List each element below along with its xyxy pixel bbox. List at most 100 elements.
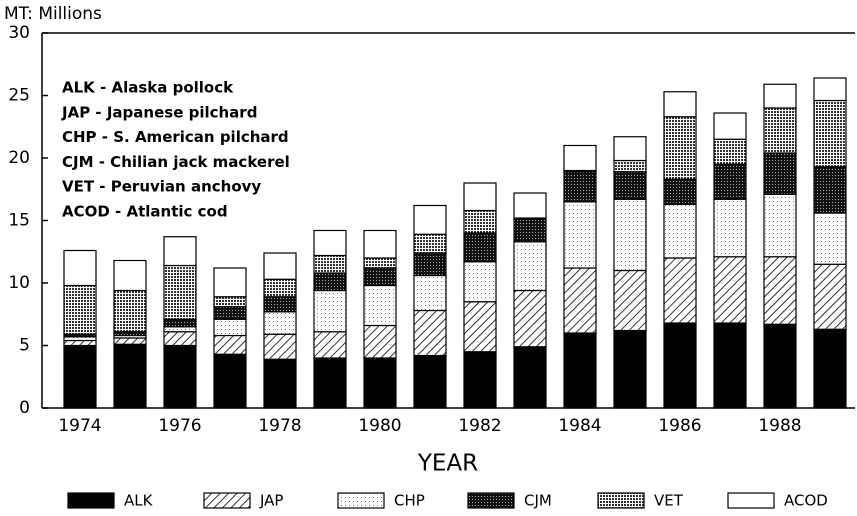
bar-segment	[813, 212, 847, 265]
bar-segment	[613, 329, 647, 409]
x-tick-label: 1988	[758, 416, 801, 436]
x-tick-label: 1974	[58, 416, 101, 436]
bar-segment	[213, 318, 247, 337]
bar-segment	[463, 261, 497, 303]
y-tick-label: 20	[8, 148, 30, 168]
bar-segment	[213, 296, 247, 308]
annotation: CJM - Chilian jack mackerel	[62, 153, 290, 171]
bar-segment	[413, 354, 447, 409]
legend-label: VET	[654, 492, 684, 510]
x-tick-label: 1984	[558, 416, 601, 436]
bar-segment	[413, 252, 447, 277]
bar-segment	[363, 357, 397, 409]
annotation: VET - Peruvian anchovy	[62, 178, 261, 196]
bar-segment	[663, 178, 697, 205]
bar-segment	[763, 193, 797, 258]
bar-segment	[563, 201, 597, 269]
y-axis-label: MT: Millions	[4, 4, 102, 24]
bar-segment	[763, 256, 797, 325]
bar-segment	[363, 267, 397, 287]
legend-swatch	[337, 492, 385, 509]
x-tick-label: 1976	[158, 416, 201, 436]
bar-segment	[713, 163, 747, 200]
bar-segment	[313, 254, 347, 274]
bar-segment	[213, 267, 247, 298]
bar-segment	[663, 116, 697, 180]
bar-segment	[713, 112, 747, 140]
legend-label: CJM	[524, 492, 552, 510]
x-axis-label: YEAR	[417, 451, 478, 477]
bar-segment	[463, 209, 497, 234]
legend-swatch	[467, 492, 515, 509]
y-tick-label: 10	[8, 273, 30, 293]
bar-segment	[763, 83, 797, 109]
y-tick-label: 30	[8, 23, 30, 43]
bar-segment	[363, 229, 397, 259]
bar-segment	[263, 358, 297, 409]
bar-segment	[663, 257, 697, 324]
bar-segment	[463, 351, 497, 409]
bar-segment	[363, 324, 397, 359]
bar-segment	[63, 344, 97, 409]
bar-segment	[413, 233, 447, 254]
x-tick-label: 1980	[358, 416, 401, 436]
bar-segment	[313, 357, 347, 409]
bar-segment	[413, 204, 447, 235]
bar-segment	[513, 289, 547, 348]
bar-segment	[163, 326, 197, 333]
bar-segment	[63, 249, 97, 287]
annotation: CHP - S. American pilchard	[62, 128, 289, 146]
bar-segment	[263, 296, 297, 313]
bar-segment	[613, 171, 647, 200]
bar-segment	[463, 232, 497, 263]
bar-segment	[113, 337, 147, 345]
annotation: ACOD - Atlantic cod	[62, 203, 228, 221]
bar-segment	[713, 198, 747, 258]
bar-segment	[163, 264, 197, 320]
bar-segment	[113, 259, 147, 292]
bar-segment	[813, 328, 847, 409]
annotation: JAP - Japanese pilchard	[61, 103, 257, 121]
bar-segment	[363, 284, 397, 327]
x-tick-label: 1978	[258, 416, 301, 436]
bar-segment	[113, 343, 147, 409]
y-tick-label: 5	[19, 336, 30, 356]
y-tick-label: 15	[8, 211, 30, 231]
legend-label: ACOD	[784, 492, 828, 510]
bar-segment	[313, 229, 347, 257]
bar-segment	[563, 171, 597, 203]
bar-segment	[513, 218, 547, 243]
bar-segment	[713, 322, 747, 409]
bar-segment	[313, 331, 347, 359]
y-tick-label: 0	[19, 398, 30, 418]
bar-segment	[63, 339, 97, 347]
legend-swatch	[597, 492, 645, 509]
bar-segment	[63, 284, 97, 335]
legend-swatch	[203, 492, 251, 509]
bar-segment	[263, 311, 297, 335]
bar-segment	[113, 289, 147, 333]
bar-segment	[263, 278, 297, 298]
bar-segment	[813, 166, 847, 214]
y-tick-label: 25	[8, 86, 30, 106]
bar-segment	[163, 318, 197, 328]
bar-segment	[563, 144, 597, 172]
legend-label: ALK	[124, 492, 154, 510]
bar-segment	[313, 272, 347, 292]
x-tick-label: 1986	[658, 416, 701, 436]
legend-swatch	[67, 492, 115, 509]
bar-segment	[513, 346, 547, 409]
bar-segment	[163, 236, 197, 267]
bar-segment	[163, 344, 197, 409]
bar-segment	[713, 138, 747, 165]
bar-segment	[663, 322, 697, 409]
bar-segment	[613, 198, 647, 272]
bar-segment	[263, 252, 297, 280]
bar-segment	[563, 267, 597, 334]
legend-label: JAP	[259, 492, 283, 510]
bar-segment	[213, 334, 247, 355]
bar-segment	[663, 91, 697, 118]
legend-label: CHP	[394, 492, 425, 510]
bar-segment	[613, 269, 647, 332]
